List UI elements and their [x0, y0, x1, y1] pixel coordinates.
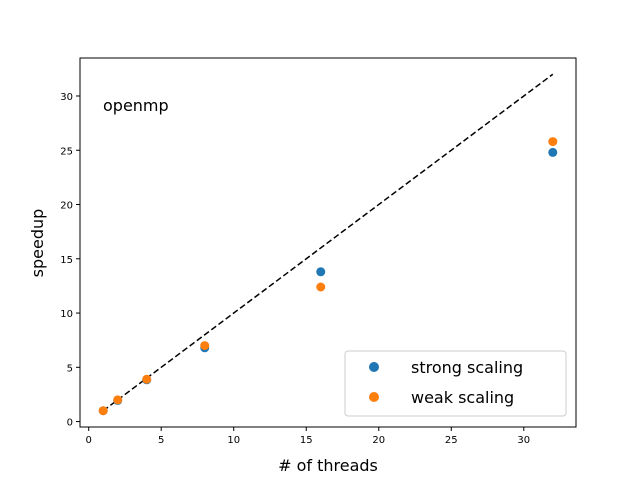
data-point-weak-scaling — [548, 137, 558, 147]
legend-label-weak-scaling: weak scaling — [411, 388, 514, 407]
y-tick-label: 25 — [60, 146, 73, 157]
data-point-weak-scaling — [316, 282, 326, 292]
x-axis-ticks: 0 5 10 15 20 25 30 — [86, 427, 530, 446]
x-tick-label: 5 — [158, 435, 164, 446]
ideal-speedup-line — [102, 73, 554, 412]
data-point-weak-scaling — [98, 406, 108, 416]
data-point-weak-scaling — [113, 395, 123, 405]
data-point-weak-scaling — [142, 374, 152, 384]
legend-label-strong-scaling: strong scaling — [411, 358, 523, 377]
y-tick-label: 20 — [60, 201, 73, 212]
y-tick-label: 30 — [60, 92, 73, 103]
y-tick-label: 10 — [60, 309, 73, 320]
x-tick-label: 0 — [86, 435, 92, 446]
y-tick-label: 15 — [60, 255, 73, 266]
y-tick-label: 5 — [67, 363, 73, 374]
x-tick-label: 30 — [517, 435, 530, 446]
plot-frame — [79, 57, 577, 428]
x-tick-label: 10 — [227, 435, 240, 446]
legend-marker-weak-scaling — [369, 392, 379, 402]
x-axis-label: # of threads — [278, 456, 378, 475]
legend-marker-strong-scaling — [369, 362, 379, 372]
data-point-strong-scaling — [548, 147, 558, 157]
y-axis-label: speedup — [28, 209, 47, 278]
legend: strong scaling weak scaling — [344, 350, 567, 417]
data-point-strong-scaling — [316, 267, 326, 277]
ideal-line-layer — [102, 73, 554, 412]
x-tick-label: 20 — [372, 435, 385, 446]
y-axis-ticks: 0 5 10 15 20 25 30 — [60, 92, 80, 429]
x-tick-label: 15 — [300, 435, 313, 446]
data-point-weak-scaling — [200, 341, 210, 351]
x-tick-label: 25 — [445, 435, 458, 446]
annotation-label: openmp — [103, 96, 169, 115]
legend-box — [344, 350, 567, 417]
y-tick-label: 0 — [67, 418, 73, 429]
data-points-layer — [98, 137, 558, 416]
